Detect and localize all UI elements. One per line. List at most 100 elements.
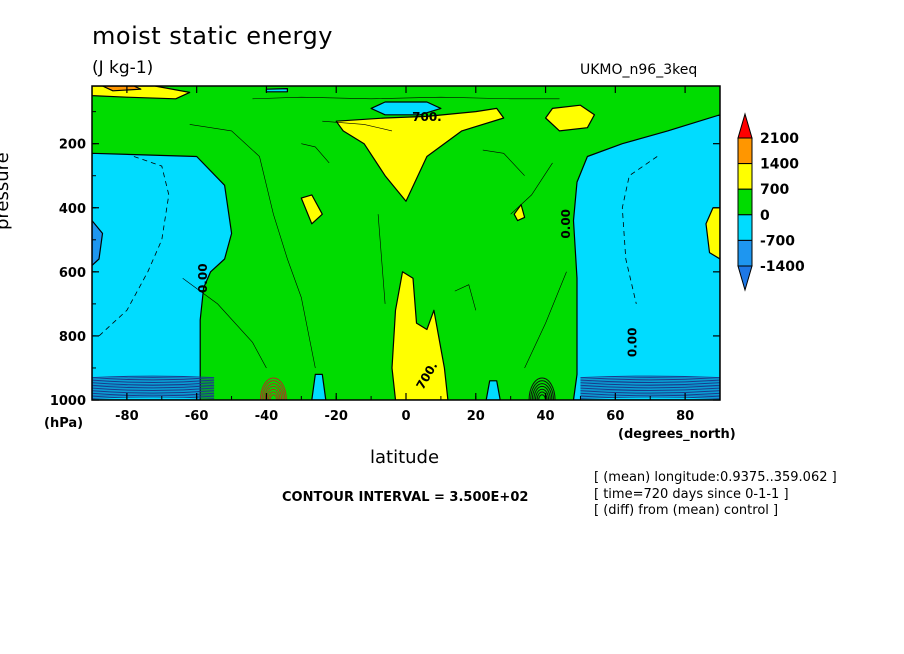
contour-lines	[98, 96, 658, 369]
contour-line-0	[189, 124, 316, 369]
surface-line-1-5	[580, 383, 720, 387]
surface-line-0-8	[92, 388, 215, 391]
surface-line-0-0	[92, 375, 215, 379]
surface-line-0-4	[92, 381, 215, 385]
contour-line-7	[454, 284, 477, 311]
colorbar-label-1: 1400	[760, 157, 799, 173]
colorbar-label-4: -700	[760, 233, 795, 249]
x-tick-label-2: -40	[255, 409, 279, 424]
x-tick-label-5: 20	[467, 409, 485, 424]
x-tick-label-8: 80	[676, 409, 694, 424]
colorbar-segment-3	[737, 188, 753, 216]
surface-line-1-6	[580, 385, 720, 388]
plot-area	[92, 86, 720, 400]
contour-line-4	[482, 149, 525, 176]
surface-line-1-12	[580, 394, 720, 398]
surface-line-1-0	[580, 375, 720, 379]
contour-line-8	[182, 277, 267, 369]
x-tick-label-0: -80	[115, 409, 139, 424]
contour-region-10	[300, 194, 323, 225]
y-axis-ticks: 200 400 600 800 1000	[50, 111, 720, 409]
contour-line-5	[510, 162, 553, 215]
note-longitude: [ (mean) longitude:0.9375..359.062 ]	[594, 470, 837, 485]
surface-line-1-11	[580, 393, 720, 396]
y-tick-label-1: 400	[59, 202, 86, 217]
note-diff: [ (diff) from (mean) control ]	[594, 503, 779, 518]
contour-region-0	[92, 152, 233, 400]
y-tick-label-2: 600	[59, 266, 86, 281]
surface-ring-0-4	[266, 388, 281, 400]
surface-line-0-11	[92, 393, 215, 396]
surface-line-0-2	[92, 378, 215, 382]
x-tick-label-6: 40	[537, 409, 555, 424]
surface-contour-cluster	[92, 375, 720, 400]
x-tick-label-7: 60	[606, 409, 624, 424]
colorbar: 2100 1400 700 0 -700 -1400	[737, 112, 805, 292]
contour-line-9	[524, 271, 567, 369]
colorbar-label-3: 0	[760, 208, 770, 224]
contour-region-6	[391, 271, 449, 400]
x-tick-label-3: -20	[324, 409, 348, 424]
contour-line-1	[322, 120, 393, 132]
y-tick-label-4: 1000	[50, 394, 86, 409]
dashed-contour-1	[621, 156, 658, 304]
chart-title: moist static energy	[92, 22, 333, 50]
contour-region-9	[544, 104, 596, 132]
surface-line-0-5	[92, 383, 215, 387]
surface-line-1-10	[580, 391, 720, 395]
colorbar-segment-5	[737, 239, 753, 267]
x-axis-unit: (degrees_north)	[618, 427, 736, 442]
surface-line-0-13	[92, 396, 215, 399]
surface-line-0-12	[92, 394, 215, 398]
surface-line-0-10	[92, 391, 215, 395]
contour-region-5	[335, 107, 505, 202]
surface-ring-1-4	[534, 388, 550, 400]
surface-line-1-2	[580, 378, 720, 382]
contour-region-13	[311, 373, 327, 400]
contour-line-6	[377, 214, 386, 304]
contour-region-3	[370, 101, 442, 116]
surface-line-0-3	[92, 380, 215, 383]
surface-line-0-9	[92, 389, 215, 393]
contour-line-3	[301, 143, 330, 164]
x-axis-label: latitude	[370, 447, 440, 468]
contour-label-3: 0.00	[625, 328, 639, 358]
colorbar-label-0: 2100	[760, 131, 799, 147]
contour-region-2	[572, 114, 720, 400]
colorbar-segment-1	[737, 137, 753, 165]
surface-line-1-3	[580, 380, 720, 383]
surface-ring-0-0	[259, 377, 287, 400]
surface-line-1-1	[580, 377, 720, 380]
contour-interval: CONTOUR INTERVAL = 3.500E+02	[282, 490, 529, 505]
contour-region-4	[265, 87, 288, 93]
y-axis-unit: (hPa)	[44, 416, 84, 431]
surface-ring-1-0	[528, 377, 556, 400]
contour-label-1: 0.00	[559, 209, 573, 239]
dashed-contour-0	[98, 156, 170, 337]
colorbar-segment-2	[737, 163, 753, 190]
contour-label-2: 0.00	[196, 263, 210, 293]
x-tick-label-4: 0	[401, 409, 410, 424]
surface-line-1-8	[580, 388, 720, 391]
surface-line-0-1	[92, 377, 215, 380]
x-axis-ticks: -80 -60 -40 -20 0 20 40 60 80	[91, 86, 721, 424]
dataset-label: UKMO_n96_3keq	[580, 62, 698, 78]
colorbar-label-2: 700	[760, 182, 789, 198]
surface-ring-1-2	[531, 383, 553, 400]
contour-region-14	[485, 380, 501, 400]
surface-ring-0-2	[263, 383, 284, 400]
contour-line-2	[252, 96, 560, 100]
contour-region-8	[101, 86, 142, 92]
chart-units: (J kg-1)	[92, 58, 154, 78]
surface-ring-0-5	[267, 391, 279, 400]
x-tick-label-1: -60	[185, 409, 209, 424]
colorbar-segment-4	[737, 214, 753, 241]
colorbar-bottom-arrow	[737, 265, 753, 292]
y-tick-label-0: 200	[59, 138, 86, 153]
note-time: [ time=720 days since 0-1-1 ]	[594, 487, 789, 502]
colorbar-top-arrow	[737, 112, 753, 139]
y-tick-label-3: 800	[59, 330, 86, 345]
surface-ring-1-5	[536, 391, 548, 400]
surface-line-1-9	[580, 389, 720, 393]
